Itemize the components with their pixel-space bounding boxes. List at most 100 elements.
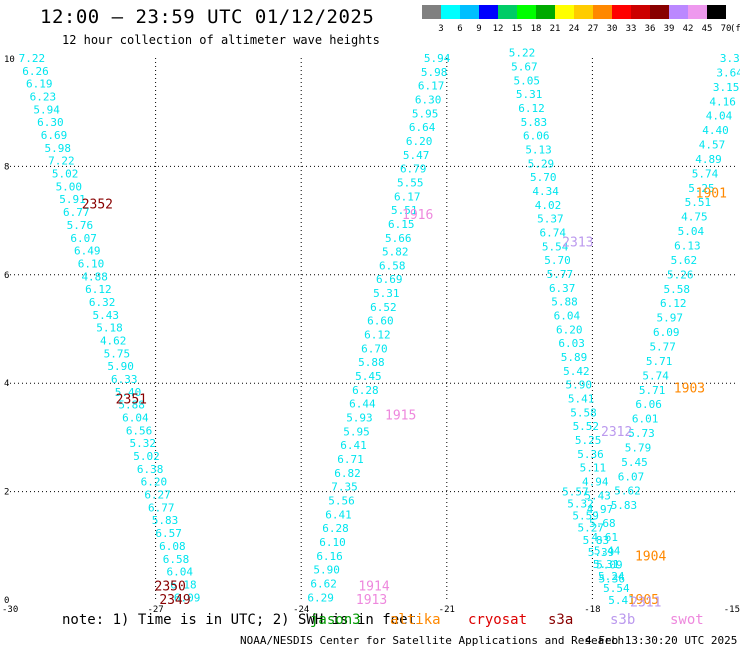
wave-height-value: 6.20: [406, 135, 433, 148]
wave-height-value: 7.35: [331, 481, 358, 494]
pass-time-label: 2313: [562, 235, 593, 250]
x-tick-label: -27: [147, 605, 163, 615]
wave-height-value: 5.58: [664, 283, 691, 296]
wave-height-value: 5.97: [656, 312, 683, 325]
color-swatch: [517, 5, 536, 19]
wave-height-value: 6.64: [409, 121, 436, 134]
wave-height-value: 6.70: [361, 342, 388, 355]
wave-height-value: 6.06: [635, 398, 662, 411]
wave-height-value: 6.12: [364, 329, 391, 342]
legend-cryosat: cryosat: [468, 612, 528, 628]
y-tick-label: 4: [4, 379, 9, 389]
wave-height-value: 6.33: [111, 373, 138, 386]
wave-height-value: 5.27: [578, 522, 605, 535]
wave-height-value: 5.54: [603, 582, 630, 595]
wave-height-value: 6.12: [518, 102, 545, 115]
wave-height-value: 6.62: [310, 577, 337, 590]
wave-height-value: 5.47: [403, 149, 430, 162]
credit-line: NOAA/NESDIS Center for Satellite Applica…: [240, 634, 625, 647]
wave-height-value: 5.76: [67, 219, 94, 232]
wave-height-value: 5.00: [56, 180, 83, 193]
pass-time-label: 2349: [159, 593, 190, 608]
wave-height-value: 5.13: [525, 143, 552, 156]
wave-height-value: 5.51: [685, 196, 712, 209]
wave-height-value: 5.62: [671, 254, 698, 267]
wave-height-value: 6.71: [337, 453, 364, 466]
wave-height-value: 6.09: [174, 591, 201, 604]
wave-height-value: 5.31: [373, 287, 400, 300]
wave-height-value: 6.49: [74, 245, 101, 258]
color-scale-label: 18: [531, 24, 542, 34]
wave-height-value: 6.57: [155, 527, 182, 540]
color-scale-label: 70: [721, 24, 732, 34]
wave-height-value: 7.22: [48, 155, 75, 168]
pass-time-label: 2352: [82, 197, 113, 212]
wave-height-value: 6.04: [167, 566, 194, 579]
wave-height-value: 5.51: [391, 204, 418, 217]
wave-height-value: 6.12: [85, 283, 112, 296]
wave-height-value: 5.24: [598, 570, 625, 583]
color-scale-label: 24: [569, 24, 580, 34]
wave-height-value: 5.98: [44, 142, 71, 155]
wave-height-value: 5.45: [621, 456, 648, 469]
wave-height-value: 6.52: [370, 301, 397, 314]
wave-height-value: 6.16: [316, 550, 343, 563]
color-swatch: [650, 5, 669, 19]
wave-height-value: 5.31: [593, 558, 620, 571]
wave-height-value: 5.83: [152, 514, 179, 527]
wave-height-value: 5.71: [639, 384, 666, 397]
wave-height-value: 4.57: [699, 139, 726, 152]
wave-height-value: 6.10: [78, 257, 105, 270]
color-scale-label: 12: [493, 24, 504, 34]
wave-height-value: 5.42: [563, 365, 590, 378]
legend-s3b: s3b: [610, 612, 636, 628]
wave-height-value: 5.83: [583, 534, 610, 547]
wave-height-value: 6.30: [415, 93, 442, 106]
wave-height-value: 5.93: [346, 412, 373, 425]
wave-height-value: 4.40: [702, 124, 729, 137]
wave-height-value: 5.45: [355, 370, 382, 383]
wave-height-value: 4.89: [695, 153, 722, 166]
wave-height-value: 5.32: [130, 437, 157, 450]
wave-height-value: 5.79: [625, 441, 652, 454]
legend-note: note: 1) Time is in UTC; 2) SWH is in fe…: [62, 612, 417, 628]
wave-height-value: 5.43: [93, 309, 120, 322]
pass-time-label: 2311: [630, 596, 661, 611]
wave-height-value: 6.28: [352, 384, 379, 397]
wave-height-value: 4.04: [706, 110, 733, 123]
wave-height-value: 5.41: [608, 594, 635, 607]
wave-height-value: 6.19: [26, 78, 53, 91]
color-swatch: [593, 5, 612, 19]
wave-height-value: 5.62: [614, 485, 641, 498]
wave-height-value: 5.83: [611, 499, 638, 512]
color-swatch: [555, 5, 574, 19]
wave-height-value: 5.88: [551, 296, 578, 309]
wave-height-value: 6.17: [394, 190, 421, 203]
color-scale-label: 21: [550, 24, 561, 34]
wave-height-value: 5.09: [596, 558, 623, 571]
wave-height-value: 6.20: [141, 476, 168, 489]
wave-height-value: 5.77: [649, 340, 676, 353]
pass-time-label: 2312: [601, 425, 632, 440]
pass-time-label: 1915: [385, 409, 416, 424]
wave-height-value: 5.52: [573, 420, 600, 433]
wave-height-value: 6.27: [144, 489, 171, 502]
wave-height-value: 5.83: [521, 116, 548, 129]
wave-height-value: 5.98: [421, 66, 448, 79]
wave-height-value: 6.38: [137, 463, 164, 476]
wave-height-value: 6.69: [41, 129, 68, 142]
color-swatch: [460, 5, 479, 19]
y-tick-label: 10: [4, 55, 15, 65]
color-swatch: [422, 5, 441, 19]
wave-height-value: 5.36: [577, 448, 604, 461]
wave-height-value: 5.82: [382, 246, 409, 259]
wave-height-value: 6.44: [349, 398, 376, 411]
color-scale-label: 33: [626, 24, 637, 34]
color-scale-label: 36: [645, 24, 656, 34]
wave-height-value: 5.91: [59, 193, 86, 206]
wave-height-value: 6.08: [159, 540, 186, 553]
color-scale-label: 30: [607, 24, 618, 34]
wave-height-value: 6.09: [653, 326, 680, 339]
wave-height-value: 4.02: [535, 199, 562, 212]
